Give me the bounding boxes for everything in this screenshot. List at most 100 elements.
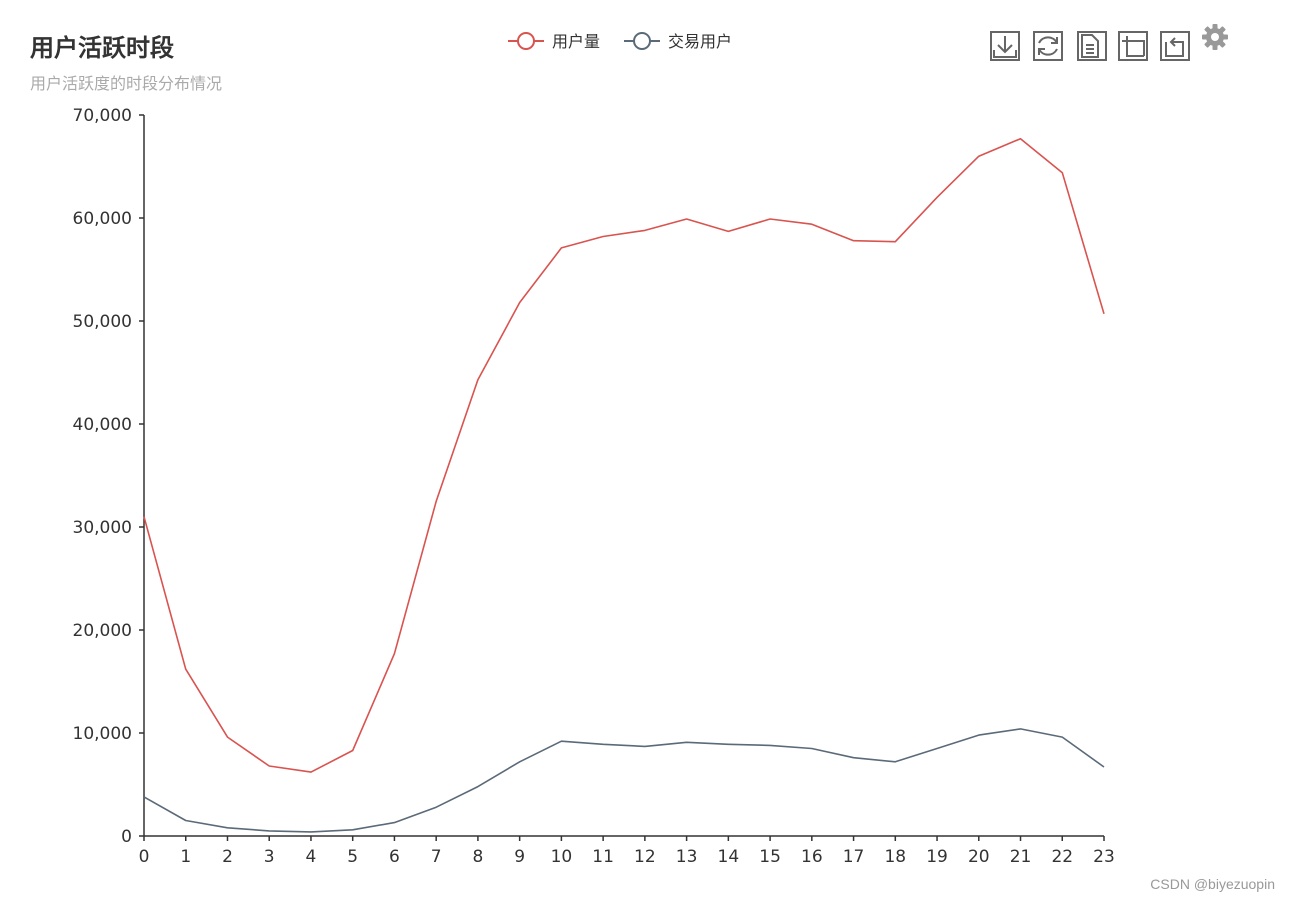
- x-tick-label: 12: [634, 847, 656, 867]
- data-point[interactable]: [266, 763, 272, 769]
- data-point[interactable]: [892, 239, 898, 245]
- data-point[interactable]: [391, 820, 397, 826]
- y-tick-label: 70,000: [73, 106, 132, 126]
- series-0: [141, 136, 1107, 775]
- x-tick-label: 11: [592, 847, 614, 867]
- download-icon[interactable]: [990, 31, 1020, 61]
- data-point[interactable]: [976, 153, 982, 159]
- data-point[interactable]: [934, 745, 940, 751]
- data-point[interactable]: [308, 769, 314, 775]
- data-point[interactable]: [851, 238, 857, 244]
- data-point[interactable]: [517, 299, 523, 305]
- data-point[interactable]: [558, 738, 564, 744]
- x-tick-label: 4: [306, 847, 317, 867]
- data-point[interactable]: [684, 216, 690, 222]
- data-point[interactable]: [141, 794, 147, 800]
- legend-item-1[interactable]: 交易用户: [624, 32, 732, 51]
- data-point[interactable]: [183, 666, 189, 672]
- data-point[interactable]: [809, 745, 815, 751]
- data-point[interactable]: [1018, 136, 1024, 142]
- x-tick-label: 1: [180, 847, 191, 867]
- refresh-icon[interactable]: [1033, 31, 1063, 61]
- y-tick-label: 20,000: [73, 621, 132, 641]
- x-tick-label: 8: [472, 847, 483, 867]
- data-point[interactable]: [725, 228, 731, 234]
- data-point[interactable]: [558, 245, 564, 251]
- y-tick-label: 30,000: [73, 518, 132, 538]
- data-point[interactable]: [725, 741, 731, 747]
- x-tick-label: 16: [801, 847, 823, 867]
- data-point[interactable]: [266, 828, 272, 834]
- chart-title: 用户活跃时段: [30, 34, 174, 62]
- settings-icon[interactable]: [1202, 24, 1228, 50]
- x-tick-label: 20: [968, 847, 990, 867]
- data-point[interactable]: [1059, 734, 1065, 740]
- series-line-1[interactable]: [143, 728, 1105, 833]
- data-point[interactable]: [183, 818, 189, 824]
- series-layer: [141, 136, 1107, 835]
- axes: 0 10,000 20,000 30,000 40,000 50,000 60,000 70,…: [73, 106, 1115, 867]
- data-view-icon[interactable]: [1077, 31, 1107, 61]
- data-point[interactable]: [433, 498, 439, 504]
- data-point[interactable]: [642, 227, 648, 233]
- data-point[interactable]: [224, 734, 230, 740]
- x-tick-label: 6: [389, 847, 400, 867]
- data-point[interactable]: [851, 755, 857, 761]
- legend: 用户量 交易用户: [508, 32, 732, 51]
- data-point[interactable]: [475, 784, 481, 790]
- y-tick-label: 0: [121, 827, 132, 847]
- x-tick-label: 19: [926, 847, 948, 867]
- x-tick-label: 14: [718, 847, 740, 867]
- data-point[interactable]: [976, 732, 982, 738]
- x-tick-label: 17: [843, 847, 865, 867]
- y-tick-label: 40,000: [73, 415, 132, 435]
- data-point[interactable]: [224, 825, 230, 831]
- data-point[interactable]: [350, 827, 356, 833]
- x-tick-label: 2: [222, 847, 233, 867]
- data-point[interactable]: [350, 748, 356, 754]
- data-point[interactable]: [433, 804, 439, 810]
- y-tick-label: 50,000: [73, 312, 132, 332]
- x-tick-label: 15: [759, 847, 781, 867]
- data-point[interactable]: [1101, 764, 1107, 770]
- y-tick-label: 10,000: [73, 724, 132, 744]
- data-point[interactable]: [141, 514, 147, 520]
- x-tick-label: 22: [1051, 847, 1073, 867]
- data-point[interactable]: [892, 759, 898, 765]
- x-tick-label: 21: [1010, 847, 1032, 867]
- data-point[interactable]: [934, 194, 940, 200]
- watermark: CSDN @biyezuopin: [1150, 876, 1275, 892]
- x-tick-label: 9: [514, 847, 525, 867]
- data-point[interactable]: [767, 216, 773, 222]
- series-line-0[interactable]: [143, 137, 1105, 773]
- series-1: [141, 726, 1107, 835]
- data-point[interactable]: [642, 743, 648, 749]
- legend-label-1: 交易用户: [668, 32, 732, 51]
- data-point[interactable]: [600, 741, 606, 747]
- chart-subtitle: 用户活跃度的时段分布情况: [30, 74, 222, 93]
- toolbox: [990, 24, 1228, 61]
- data-point[interactable]: [684, 739, 690, 745]
- legend-item-0[interactable]: 用户量: [508, 32, 600, 51]
- data-point[interactable]: [475, 377, 481, 383]
- zoom-icon[interactable]: [1118, 31, 1148, 61]
- data-point[interactable]: [600, 234, 606, 240]
- x-tick-label: 23: [1093, 847, 1115, 867]
- x-tick-label: 18: [884, 847, 906, 867]
- data-point[interactable]: [767, 742, 773, 748]
- x-tick-label: 3: [264, 847, 275, 867]
- x-tick-label: 0: [139, 847, 150, 867]
- x-tick-label: 7: [431, 847, 442, 867]
- data-point[interactable]: [1059, 170, 1065, 176]
- data-point[interactable]: [1101, 311, 1107, 317]
- data-point[interactable]: [391, 651, 397, 657]
- data-point[interactable]: [517, 759, 523, 765]
- legend-label-0: 用户量: [552, 32, 600, 51]
- data-point[interactable]: [1018, 726, 1024, 732]
- data-point[interactable]: [308, 829, 314, 835]
- data-point[interactable]: [809, 221, 815, 227]
- zoom-reset-icon[interactable]: [1160, 31, 1190, 61]
- x-tick-label: 10: [551, 847, 573, 867]
- y-tick-label: 60,000: [73, 209, 132, 229]
